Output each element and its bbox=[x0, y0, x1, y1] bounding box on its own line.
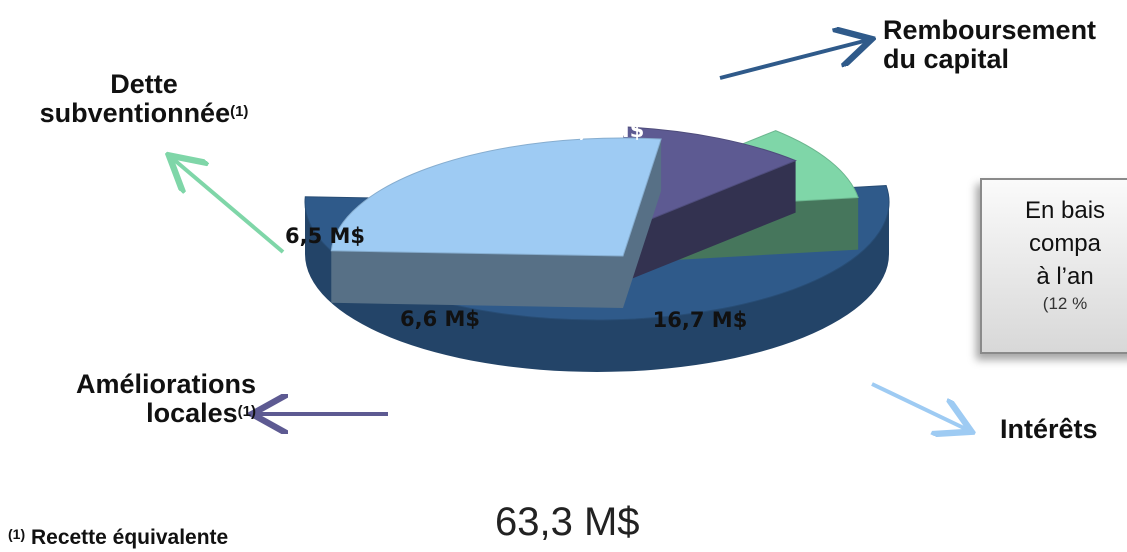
capital-arrow bbox=[719, 40, 868, 80]
interets-label: Intérêts bbox=[1000, 414, 1098, 444]
callout-line-3: à l’an bbox=[1036, 263, 1094, 290]
dette-label: Dette subventionnée(1) bbox=[39, 69, 249, 128]
ameliorations-label: Améliorations locales(1) bbox=[75, 369, 256, 428]
callout-line-4: (12 % bbox=[1042, 294, 1088, 313]
interets-arrow bbox=[871, 382, 968, 430]
slice-value-label-3: 6,6 M$ bbox=[400, 307, 480, 331]
callout-box: En bais compa à l’an (12 % bbox=[980, 178, 1127, 354]
dette-arrow bbox=[172, 158, 285, 254]
capital-label: Remboursement du capital bbox=[883, 15, 1097, 74]
callout-line-1: En bais bbox=[1024, 197, 1106, 224]
slice-value-label-1: 33,5 M$ bbox=[550, 118, 645, 142]
callout-line-2: compa bbox=[1028, 230, 1102, 257]
total-value: 63,3 M$ bbox=[495, 500, 640, 544]
footnote: (1) Recette équivalente bbox=[8, 526, 229, 549]
slice-value-label-2: 16,7 M$ bbox=[653, 308, 748, 332]
pie-slice-2 bbox=[330, 137, 662, 308]
slice-value-label-4: 6,5 M$ bbox=[285, 224, 365, 248]
